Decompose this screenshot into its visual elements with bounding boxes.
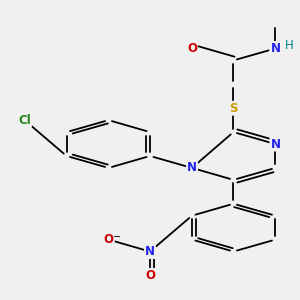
Text: O: O bbox=[103, 233, 113, 246]
Text: Cl: Cl bbox=[18, 114, 31, 127]
Text: H: H bbox=[284, 39, 293, 52]
Text: −: − bbox=[113, 232, 122, 242]
Text: N: N bbox=[145, 245, 155, 258]
Text: N: N bbox=[187, 161, 197, 174]
Text: S: S bbox=[229, 102, 238, 115]
Text: O: O bbox=[145, 269, 155, 282]
Text: O: O bbox=[103, 233, 113, 246]
Text: N: N bbox=[270, 42, 280, 55]
Text: O: O bbox=[187, 42, 197, 55]
Text: N: N bbox=[270, 137, 280, 151]
Text: N: N bbox=[270, 42, 280, 55]
